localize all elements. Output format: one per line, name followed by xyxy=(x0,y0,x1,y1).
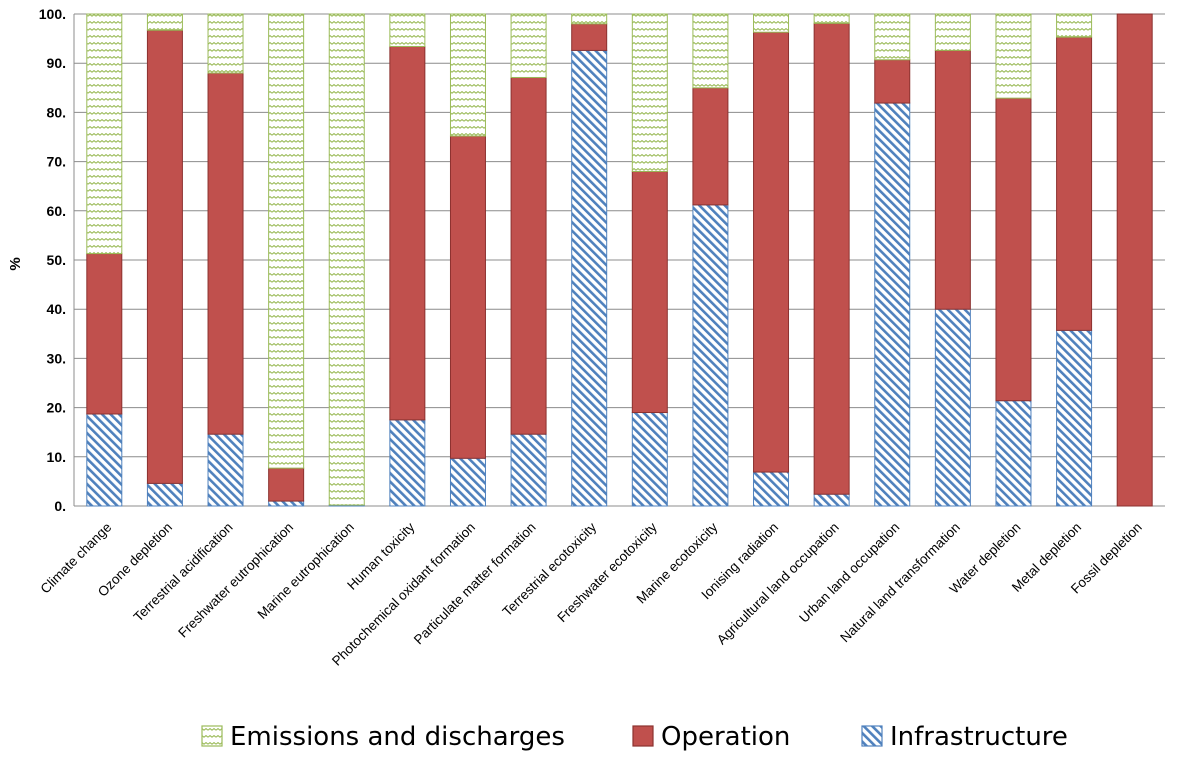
y-tick-label: 60. xyxy=(47,203,66,219)
bar-segment xyxy=(813,13,850,24)
bar-segment xyxy=(207,13,244,74)
bar-segment xyxy=(146,13,183,31)
legend: Emissions and discharges Operation Infrast… xyxy=(201,722,1068,752)
bar-segment xyxy=(389,13,426,47)
legend-swatch xyxy=(861,725,883,747)
y-tick-label: 30. xyxy=(47,350,66,366)
bar-segment xyxy=(510,433,547,507)
legend-label: Infrastructure xyxy=(890,722,1068,752)
y-tick-label: 10. xyxy=(47,449,66,465)
bar-segment xyxy=(86,253,123,415)
bar-segment xyxy=(86,413,123,507)
bar-segment xyxy=(510,13,547,78)
bar-segment xyxy=(207,72,244,435)
y-tick-label: 100. xyxy=(39,6,66,22)
x-tick-label: Freshwater ecotoxicity xyxy=(554,519,660,625)
bar-segment xyxy=(995,97,1032,402)
y-axis-ticks: 0. 10. 20. 30. 40. 50. 60. 70. 80. 90. 100. xyxy=(39,6,66,514)
bar-segment xyxy=(813,22,850,495)
bar-segment xyxy=(571,49,608,507)
bar-segment xyxy=(1116,13,1153,507)
bar-segment xyxy=(510,76,547,435)
bar-segment xyxy=(571,13,608,25)
bar-segment xyxy=(631,13,668,172)
legend-label: Emissions and discharges xyxy=(230,722,565,752)
bar-segment xyxy=(631,412,668,507)
bar-segment xyxy=(389,419,426,507)
gridlines xyxy=(73,13,1165,507)
legend-label: Operation xyxy=(661,722,790,752)
bar-segment xyxy=(268,13,305,469)
x-tick-label: Particulate matter formation xyxy=(411,520,539,648)
bar-segment xyxy=(449,457,486,507)
bar-segment xyxy=(934,49,971,310)
bar-segment xyxy=(449,13,486,137)
bar-segment xyxy=(874,59,911,104)
bar-segment xyxy=(146,29,183,484)
x-tick-label: Natural land transformation xyxy=(837,520,963,646)
bar-segment xyxy=(571,23,608,51)
bar-segment xyxy=(753,471,790,507)
bar-segment xyxy=(146,482,183,507)
legend-swatch xyxy=(632,725,654,747)
bar-segment xyxy=(813,493,850,507)
bar-segment xyxy=(934,13,971,51)
bar-segment xyxy=(449,135,486,459)
bar-segment xyxy=(268,467,305,502)
bar-segment xyxy=(389,45,426,421)
y-tick-label: 70. xyxy=(47,154,66,170)
y-tick-label: 20. xyxy=(47,400,66,416)
bar-segment xyxy=(995,400,1032,507)
bar-segment xyxy=(692,204,729,507)
bar-segment xyxy=(328,13,365,506)
y-axis-title: % xyxy=(7,257,24,270)
bar-segment xyxy=(934,308,971,507)
x-tick-label: Urban land occupation xyxy=(796,520,902,626)
y-tick-label: 90. xyxy=(47,55,66,71)
x-tick-label: Terrestrial acidification xyxy=(131,520,236,625)
y-tick-label: 50. xyxy=(47,252,66,268)
bar-segment xyxy=(692,13,729,89)
bar-segment xyxy=(268,500,305,507)
bar-segment xyxy=(995,13,1032,99)
y-tick-label: 80. xyxy=(47,104,66,120)
bar-segment xyxy=(874,102,911,507)
bar-segment xyxy=(874,13,911,61)
bar-segment xyxy=(1056,36,1093,331)
x-tick-label: Freshwater eutrophication xyxy=(175,520,296,641)
y-tick-label: 0. xyxy=(54,498,66,514)
y-tick-label: 40. xyxy=(47,301,66,317)
bar-segment xyxy=(207,433,244,507)
legend-swatch xyxy=(201,725,223,747)
bar-segment xyxy=(753,13,790,33)
bar-segment xyxy=(631,170,668,414)
bar-segment xyxy=(692,87,729,206)
bar-segment xyxy=(753,31,790,473)
bar-segment xyxy=(1056,329,1093,507)
x-tick-label: Agricultural land occupation xyxy=(714,520,842,648)
bar-segment xyxy=(86,13,123,255)
bars xyxy=(86,13,1153,507)
bar-segment xyxy=(1056,13,1093,38)
